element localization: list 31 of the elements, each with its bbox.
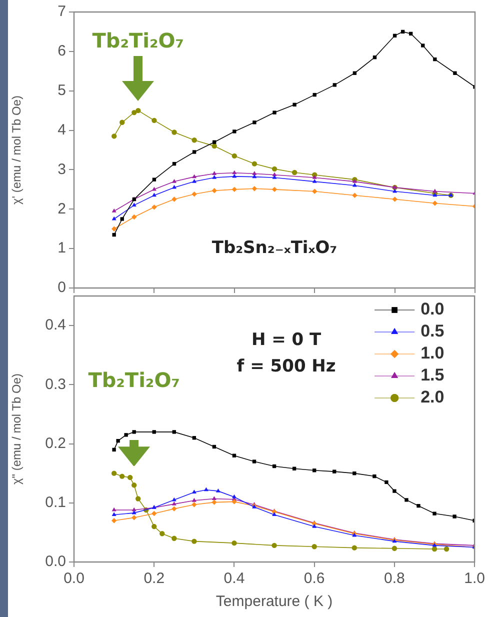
annotation: H = 0 T xyxy=(251,330,322,350)
annotation: Tb₂Ti₂O₇ xyxy=(92,28,184,53)
annotation: Tb₂Sn₂₋ₓTiₓO₇ xyxy=(212,238,338,258)
y-tick-label: 6 xyxy=(58,42,66,60)
y-tick-label: 0 xyxy=(58,279,66,296)
legend-label: 1.5 xyxy=(420,366,444,385)
x-tick-label: 0.6 xyxy=(304,570,325,588)
x-tick-label: 0.2 xyxy=(144,570,165,588)
legend-label: 0.0 xyxy=(420,300,444,319)
x-axis-title: Temperature ( K ) xyxy=(216,593,333,610)
annotation: f = 500 Hz xyxy=(236,356,336,376)
annotation: Tb₂Ti₂O₇ xyxy=(88,368,180,392)
x-tick-label: 1.0 xyxy=(464,570,486,588)
y-tick-label: 0.3 xyxy=(45,376,66,393)
y-axis-title: χ' (emu / mol Tb Oe) xyxy=(10,95,24,205)
x-tick-label: 0.8 xyxy=(384,570,405,588)
y-tick-label: 7 xyxy=(58,3,66,20)
legend-label: 1.0 xyxy=(420,344,444,363)
y-tick-label: 2 xyxy=(58,200,66,218)
y-tick-label: 3 xyxy=(58,160,66,178)
y-tick-label: 0.1 xyxy=(45,494,66,512)
y-tick-label: 0.4 xyxy=(45,316,66,334)
y-tick-label: 0.0 xyxy=(45,553,66,570)
legend-label: 0.5 xyxy=(420,322,444,341)
y-axis-title: χ" (emu / mol Tb Oe) xyxy=(10,373,24,485)
legend-label: 2.0 xyxy=(420,388,444,407)
y-tick-label: 4 xyxy=(58,121,66,138)
x-tick-label: 0.4 xyxy=(224,570,245,588)
y-tick-label: 1 xyxy=(58,240,66,257)
y-tick-label: 5 xyxy=(58,82,66,99)
y-tick-label: 0.2 xyxy=(45,434,66,452)
